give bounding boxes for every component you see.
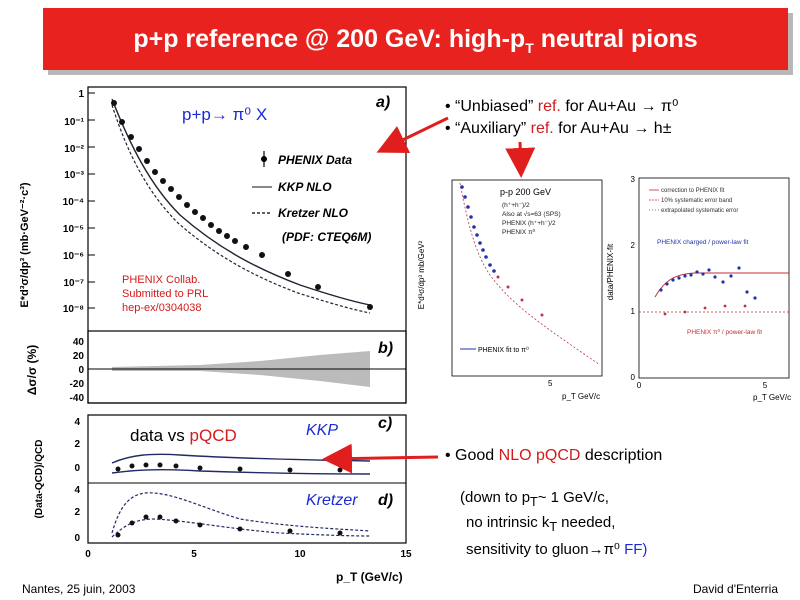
- mid-legend: PHENIX π⁰: [502, 228, 535, 236]
- ytick-b: -40: [70, 393, 85, 404]
- mid-title: p-p 200 GeV: [500, 187, 551, 197]
- slide-title: p+p reference @ 200 GeV: high-pT neutral…: [43, 8, 788, 70]
- arrow-left-top: [376, 116, 449, 154]
- title-bar: p+p reference @ 200 GeV: high-pT neutral…: [43, 8, 788, 70]
- yaxis-cd-label: (Data-QCD)/QCD: [34, 440, 45, 519]
- legend-kkp: KKP NLO: [278, 180, 332, 194]
- yaxis-b-label: Δσ/σ (%): [25, 345, 39, 395]
- bullet-3: • Good NLO pQCD description: [445, 447, 663, 464]
- kkp-curve: [111, 98, 371, 306]
- ratio-xtick: 0: [637, 381, 642, 390]
- ratio-label-charged: PHENIX charged / power-law fit: [657, 239, 749, 246]
- ratio-ytick: 0: [631, 373, 636, 382]
- ytick-main: 10⁻⁵: [63, 224, 84, 235]
- legend-phenix-data: PHENIX Data: [278, 153, 352, 167]
- arrow-down: [505, 141, 536, 178]
- ratio-ytick: 1: [631, 307, 636, 316]
- collab-line1: PHENIX Collab.: [122, 274, 200, 286]
- ytick-b: -20: [70, 379, 85, 390]
- xtick: 15: [400, 549, 412, 560]
- ratio-legend: extrapolated systematic error: [661, 208, 738, 214]
- panel-a-label: a): [376, 94, 390, 111]
- panel-c-text: data vs pQCD: [130, 426, 237, 445]
- phenix-points: [111, 100, 373, 310]
- kretzer-label: Kretzer: [306, 492, 358, 509]
- panel-b-label: b): [378, 340, 393, 357]
- title-rest: neutral pions: [533, 25, 698, 53]
- panel-d-label: d): [378, 492, 393, 509]
- ytick-main: 10⁻³: [64, 170, 84, 181]
- detail-line-2: no intrinsic kT needed,: [466, 514, 616, 534]
- xtick: 5: [191, 549, 197, 560]
- ytick-d: 4: [74, 485, 80, 496]
- ratio-xtick: 5: [763, 381, 768, 390]
- ytick-main: 10⁻¹: [64, 117, 84, 128]
- bullet-1: • “Unbiased” ref. for Au+Au → π⁰: [445, 98, 679, 115]
- ytick-c: 2: [74, 439, 80, 450]
- legend-kretzer: Kretzer NLO: [278, 206, 349, 220]
- arrow-left-bottom: [322, 443, 439, 474]
- title-sub: T: [525, 40, 534, 56]
- ratio-legend: correction to PHENIX fit: [661, 188, 725, 194]
- reaction-label: p+p→ π⁰ X: [182, 105, 267, 124]
- charged-spectrum-figure: E*d³σ/dp³ mb/GeV² p-p 200 GeV (h⁺+h⁻)/2 …: [417, 179, 603, 401]
- ytick-main: 10⁻⁷: [63, 278, 84, 289]
- ratio-ylabel: data/PHENIX-fit: [606, 243, 615, 300]
- collab-line2: Submitted to PRL: [122, 288, 208, 300]
- xtick: 10: [294, 549, 306, 560]
- pi0-spectrum-figure: E*d³σ/dp³ (mb·GeV⁻²·c³) 1 10⁻¹ 10⁻² 10⁻³…: [19, 86, 412, 584]
- detail-line-1: (down to pT~ 1 GeV/c,: [460, 489, 609, 509]
- mid-xlabel: p_T GeV/c: [562, 392, 600, 401]
- ytick-b: 40: [73, 337, 85, 348]
- ratio-figure: data/PHENIX-fit 3 2 1 0 correction to PH…: [606, 175, 791, 402]
- footer-right: David d'Enterria: [693, 582, 778, 596]
- ratio-ytick: 2: [631, 241, 636, 250]
- mid-xtick: 5: [548, 379, 553, 388]
- ytick-main: 10⁻⁴: [63, 197, 84, 208]
- detail-line-3: sensitivity to gluon→π⁰ FF): [466, 541, 648, 558]
- ratio-legend: 10% systematic error band: [661, 198, 732, 204]
- ytick-main: 10⁻²: [64, 144, 84, 155]
- ytick-d: 0: [74, 533, 80, 544]
- panel-c-label: c): [378, 415, 392, 432]
- ratio-ytick: 3: [631, 175, 636, 184]
- mid-legend: Also at √s=63 (SPS): [502, 210, 561, 218]
- legend-pdf: (PDF: CTEQ6M): [282, 230, 371, 244]
- mid-fit-label: PHENIX fit to π⁰: [478, 346, 529, 354]
- ratio-label-pi0: PHENIX π⁰ / power-law fit: [687, 328, 762, 336]
- kretzer-curve: [111, 104, 371, 314]
- collab-line3: hep-ex/0304038: [122, 302, 202, 314]
- ytick-main: 10⁻⁶: [63, 251, 84, 262]
- title-main: p+p reference @ 200 GeV: high-p: [133, 25, 526, 53]
- mid-ylabel: E*d³σ/dp³ mb/GeV²: [417, 240, 426, 309]
- mid-legend: PHENIX (h⁺+h⁻)/2: [502, 220, 556, 227]
- yaxis-main-label: E*d³σ/dp³ (mb·GeV⁻²·c³): [19, 182, 31, 307]
- ytick-d: 2: [74, 507, 80, 518]
- ytick-c: 0: [74, 463, 80, 474]
- ytick-b: 20: [73, 351, 85, 362]
- ytick-main: 10⁻⁸: [63, 304, 84, 315]
- mid-legend: (h⁺+h⁻)/2: [502, 202, 530, 209]
- kkp-label: KKP: [306, 422, 338, 439]
- xtick: 0: [85, 549, 91, 560]
- footer-left: Nantes, 25 juin, 2003: [22, 582, 136, 596]
- ratio-xlabel: p_T GeV/c: [753, 393, 791, 402]
- ytick-main: 1: [78, 89, 84, 100]
- ytick-c: 4: [74, 417, 80, 428]
- bullet-2: • “Auxiliary” ref. for Au+Au → h±: [445, 120, 672, 137]
- xaxis-label: p_T (GeV/c): [336, 570, 403, 584]
- ytick-b: 0: [78, 365, 84, 376]
